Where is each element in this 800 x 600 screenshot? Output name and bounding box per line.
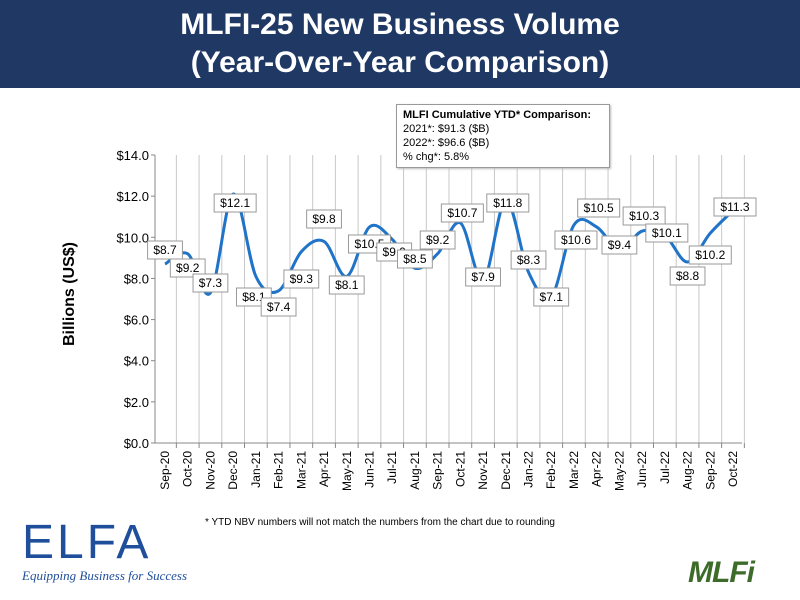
x-tick-label: Oct-21 [453,451,467,487]
data-label-box [713,197,757,217]
x-tick-label: Oct-20 [181,451,195,487]
data-label-box [645,223,689,243]
data-label: $9.3 [290,272,314,286]
data-label: $8.8 [676,269,700,283]
data-label: $10.1 [652,226,682,240]
data-label: $8.7 [153,243,177,257]
x-tick-label: Dec-20 [226,451,240,490]
data-label: $8.1 [242,290,266,304]
data-label: $10.3 [629,209,659,223]
x-tick-label: Jun-21 [362,451,376,488]
data-label: $8.1 [335,278,359,292]
data-label-box [147,240,183,260]
ytd-title: MLFI Cumulative YTD* Comparison: [403,109,592,121]
x-tick-label: Feb-21 [272,451,286,489]
x-tick-label: Dec-21 [499,451,513,490]
data-label: $9.4 [608,238,632,252]
data-label: $11.3 [720,200,749,214]
data-label: $7.3 [199,276,223,290]
y-axis-label: Billions (US$) [61,242,78,347]
data-label: $12.1 [220,196,250,210]
title-line-1: MLFI-25 New Business Volume [180,8,620,41]
data-label-box [213,193,257,213]
ytd-comparison-box: MLFI Cumulative YTD* Comparison: 2021*: … [396,104,610,168]
y-tick-label: $14.0 [116,148,149,163]
x-tick-label: Apr-21 [317,451,331,487]
x-tick-label: Jun-22 [635,451,649,488]
data-label-box [510,250,547,270]
y-tick-label: $6.0 [124,313,149,328]
y-tick-label: $0.0 [124,436,149,451]
data-label: $9.2 [426,233,450,247]
data-label: $9.8 [312,212,336,226]
data-label-box [306,209,342,229]
x-tick-label: May-22 [612,451,626,491]
x-tick-label: Aug-21 [408,451,422,490]
ytd-2022: 2022*: $96.6 ($B) [403,137,490,149]
x-tick-label: Jul-22 [658,451,672,484]
data-label-box [554,230,598,250]
data-label: $7.4 [267,300,291,314]
ytd-pct-change: % chg*: 5.8% [403,151,470,163]
data-label: $10.5 [584,201,614,215]
elfa-tagline: Equipping Business for Success [22,568,188,583]
data-label: $9.2 [176,261,200,275]
data-label-box [260,297,297,317]
y-tick-label: $4.0 [124,354,149,369]
data-label: $8.5 [403,252,427,266]
title-line-2: (Year-Over-Year Comparison) [190,46,610,79]
mlfi-logo: MLFi [688,556,755,589]
x-tick-label: Mar-21 [294,451,308,489]
data-label-box [465,267,501,287]
x-tick-label: May-21 [340,451,354,491]
x-tick-label: Apr-22 [590,451,604,487]
data-label-box [419,230,456,250]
x-tick-label: Jul-21 [385,451,399,484]
data-label-box [397,249,433,269]
data-label-box [688,245,732,265]
data-label: $7.9 [471,270,495,284]
x-tick-label: Sep-21 [431,451,445,490]
data-label-box [283,269,320,289]
elfa-wordmark: ELFA [22,516,152,569]
title-banner: MLFI-25 New Business Volume (Year-Over-Y… [0,0,800,88]
data-label-box [577,198,621,218]
x-tick-label: Aug-22 [681,451,695,490]
x-tick-label: Sep-22 [703,451,717,490]
x-tick-label: Jan-21 [249,451,263,488]
y-tick-label: $2.0 [124,395,149,410]
x-tick-label: Jan-22 [522,451,536,488]
data-label-box [669,266,706,286]
data-label-box [169,258,206,278]
x-tick-label: Sep-20 [158,451,172,490]
y-tick-label: $8.0 [124,271,149,286]
elfa-logo: ELFA Equipping Business for Success [22,518,187,584]
x-tick-label: Feb-22 [544,451,558,489]
data-label: $10.7 [447,206,477,220]
footnote: * YTD NBV numbers will not match the num… [205,517,555,528]
data-label: $8.3 [517,253,541,267]
data-label-box [601,235,638,255]
y-tick-label: $12.0 [116,189,149,204]
x-tick-label: Mar-22 [567,451,581,489]
data-label: $10.2 [695,248,725,262]
data-label-box [533,287,570,307]
x-tick-label: Oct-22 [726,451,740,487]
y-tick-label: $10.0 [116,230,149,245]
data-label: $11.8 [493,196,522,210]
data-label-box [192,273,229,293]
ytd-2021: 2021*: $91.3 ($B) [403,123,490,135]
data-label: $10.6 [561,233,591,247]
data-label-box [622,206,666,226]
data-label: $7.1 [540,290,564,304]
data-label-box [486,193,530,213]
x-tick-label: Nov-20 [203,451,217,490]
data-label-box [328,275,365,295]
x-tick-label: Nov-21 [476,451,490,490]
data-label-box [440,203,484,223]
